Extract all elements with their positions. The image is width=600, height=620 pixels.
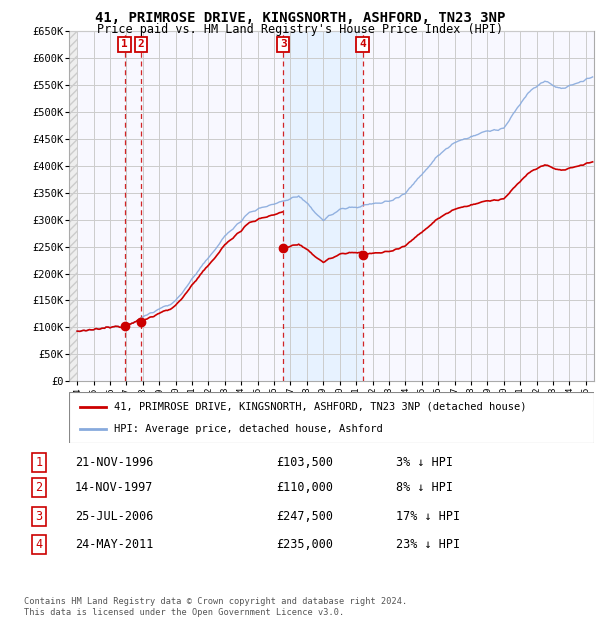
Text: 3: 3 bbox=[35, 510, 43, 523]
Text: 21-NOV-1996: 21-NOV-1996 bbox=[75, 456, 154, 469]
Text: Price paid vs. HM Land Registry's House Price Index (HPI): Price paid vs. HM Land Registry's House … bbox=[97, 23, 503, 36]
Text: 24-MAY-2011: 24-MAY-2011 bbox=[75, 538, 154, 551]
Text: 17% ↓ HPI: 17% ↓ HPI bbox=[396, 510, 460, 523]
Text: 41, PRIMROSE DRIVE, KINGSNORTH, ASHFORD, TN23 3NP (detached house): 41, PRIMROSE DRIVE, KINGSNORTH, ASHFORD,… bbox=[113, 402, 526, 412]
FancyBboxPatch shape bbox=[69, 392, 594, 443]
Text: £235,000: £235,000 bbox=[276, 538, 333, 551]
Text: 23% ↓ HPI: 23% ↓ HPI bbox=[396, 538, 460, 551]
Text: £247,500: £247,500 bbox=[276, 510, 333, 523]
Text: 14-NOV-1997: 14-NOV-1997 bbox=[75, 481, 154, 494]
Text: 25-JUL-2006: 25-JUL-2006 bbox=[75, 510, 154, 523]
Text: 2: 2 bbox=[35, 481, 43, 494]
Text: 2: 2 bbox=[137, 40, 144, 50]
Text: 41, PRIMROSE DRIVE, KINGSNORTH, ASHFORD, TN23 3NP: 41, PRIMROSE DRIVE, KINGSNORTH, ASHFORD,… bbox=[95, 11, 505, 25]
Text: 1: 1 bbox=[35, 456, 43, 469]
Text: 3: 3 bbox=[280, 40, 287, 50]
Bar bbox=[283, 31, 362, 381]
Text: £110,000: £110,000 bbox=[276, 481, 333, 494]
Text: 1: 1 bbox=[121, 40, 128, 50]
Text: 4: 4 bbox=[35, 538, 43, 551]
Text: £103,500: £103,500 bbox=[276, 456, 333, 469]
Text: 4: 4 bbox=[359, 40, 366, 50]
Text: HPI: Average price, detached house, Ashford: HPI: Average price, detached house, Ashf… bbox=[113, 424, 382, 434]
Text: Contains HM Land Registry data © Crown copyright and database right 2024.
This d: Contains HM Land Registry data © Crown c… bbox=[24, 598, 407, 617]
Text: 8% ↓ HPI: 8% ↓ HPI bbox=[396, 481, 453, 494]
Text: 3% ↓ HPI: 3% ↓ HPI bbox=[396, 456, 453, 469]
